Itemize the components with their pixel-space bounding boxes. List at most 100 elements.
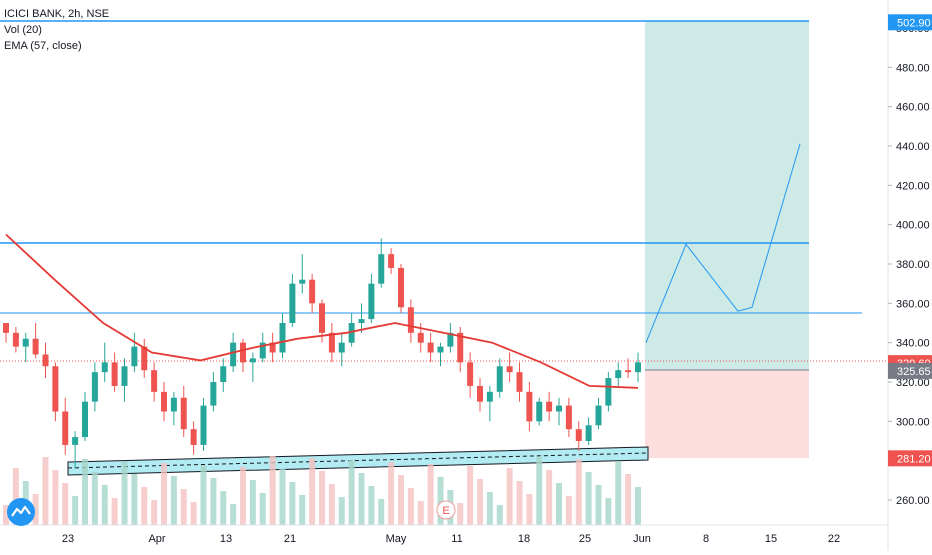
target-zone[interactable] <box>645 21 809 370</box>
ema-line[interactable] <box>5 233 639 389</box>
candle-body[interactable] <box>289 283 296 323</box>
volume-bar <box>348 460 355 525</box>
candle-body[interactable] <box>437 346 444 353</box>
candle-body[interactable] <box>299 279 306 284</box>
volume-indicator-label[interactable]: Vol (20) <box>4 24 42 36</box>
candlesticks[interactable] <box>3 238 641 469</box>
candle-body[interactable] <box>635 362 641 373</box>
candle-body[interactable] <box>161 391 167 412</box>
candle-body[interactable] <box>605 378 612 406</box>
candle-body[interactable] <box>200 405 207 445</box>
candle-body[interactable] <box>22 338 29 347</box>
volume-bar <box>457 503 464 525</box>
candle-body[interactable] <box>220 366 227 382</box>
volume-bar <box>546 470 553 525</box>
volume-bar <box>111 498 118 525</box>
candle-body[interactable] <box>259 342 266 359</box>
symbol-title[interactable]: ICICI BANK, 2h, NSE <box>4 8 110 20</box>
candle-body[interactable] <box>407 307 414 333</box>
candle-body[interactable] <box>388 254 395 268</box>
candle-body[interactable] <box>319 303 325 333</box>
candle-body[interactable] <box>131 346 138 367</box>
candle-body[interactable] <box>556 405 562 412</box>
candle-body[interactable] <box>72 437 79 445</box>
earnings-marker-icon[interactable] <box>436 500 456 520</box>
candle-body[interactable] <box>190 429 197 445</box>
candle-body[interactable] <box>477 385 483 402</box>
candle-body[interactable] <box>516 372 523 392</box>
volume-bar <box>289 482 296 525</box>
candle-body[interactable] <box>121 366 128 386</box>
candle-body[interactable] <box>240 342 246 363</box>
price-axis[interactable]: 500.00480.00460.00440.00420.00400.00380.… <box>888 23 930 507</box>
candle-body[interactable] <box>546 401 553 412</box>
price-tick-label: 460.00 <box>896 102 930 114</box>
volume-bar <box>437 477 444 525</box>
candle-body[interactable] <box>52 366 59 412</box>
price-tick-label: 480.00 <box>896 62 930 74</box>
candle-body[interactable] <box>42 354 49 367</box>
candle-body[interactable] <box>82 401 88 438</box>
candle-body[interactable] <box>467 362 474 386</box>
candle-body[interactable] <box>12 332 19 347</box>
candle-body[interactable] <box>151 370 158 392</box>
volume-bar <box>62 483 69 525</box>
candle-body[interactable] <box>447 332 454 347</box>
candle-body[interactable] <box>230 342 237 367</box>
candle-body[interactable] <box>348 323 355 343</box>
candle-body[interactable] <box>536 401 543 422</box>
candle-body[interactable] <box>496 366 503 392</box>
candle-body[interactable] <box>170 397 177 412</box>
price-badge <box>888 362 932 379</box>
candle-body[interactable] <box>141 346 148 371</box>
candle-body[interactable] <box>615 370 622 379</box>
time-axis-label: Apr <box>148 533 165 545</box>
candle-body[interactable] <box>427 342 434 353</box>
candle-body[interactable] <box>338 342 345 353</box>
time-axis[interactable]: 23 Apr 13 21 May 11 18 25 Jun 8 15 22 <box>62 533 840 545</box>
candle-body[interactable] <box>180 397 187 430</box>
candle-body[interactable] <box>62 411 69 445</box>
time-axis-label: 13 <box>220 533 232 545</box>
candle-body[interactable] <box>3 323 9 333</box>
candle-body[interactable] <box>210 382 217 406</box>
candle-body[interactable] <box>378 254 385 284</box>
candle-body[interactable] <box>368 283 375 320</box>
volume-bar <box>526 494 533 525</box>
candle-body[interactable] <box>249 358 256 363</box>
candle-body[interactable] <box>457 332 464 363</box>
volume-bar <box>3 505 9 525</box>
price-badge-label: 502.90 <box>897 17 931 29</box>
candle-body[interactable] <box>585 425 592 441</box>
stop-zone[interactable] <box>645 370 809 458</box>
candle-body[interactable] <box>486 391 493 402</box>
candle-body[interactable] <box>575 429 582 441</box>
volume-bar <box>299 495 306 525</box>
candle-body[interactable] <box>358 319 365 323</box>
candle-body[interactable] <box>565 405 572 430</box>
volume-bar <box>52 470 59 525</box>
candle-body[interactable] <box>417 332 424 343</box>
volume-bar <box>388 462 395 525</box>
candle-body[interactable] <box>398 267 404 308</box>
candle-body[interactable] <box>111 362 118 386</box>
candle-body[interactable] <box>32 338 39 355</box>
candle-body[interactable] <box>595 405 602 426</box>
candle-body[interactable] <box>91 372 98 402</box>
candle-body[interactable] <box>526 391 533 422</box>
candle-body[interactable] <box>269 342 276 353</box>
candle-body[interactable] <box>506 366 513 373</box>
volume-bar <box>72 496 79 525</box>
candle-body[interactable] <box>101 362 108 373</box>
projection-path[interactable] <box>645 143 801 343</box>
tradingview-logo-icon[interactable] <box>6 497 36 527</box>
candle-body[interactable] <box>279 323 286 353</box>
candle-body[interactable] <box>309 279 316 304</box>
price-tick-label: 400.00 <box>896 220 930 232</box>
candle-body[interactable] <box>625 370 632 373</box>
candle-body[interactable] <box>328 332 335 353</box>
time-axis-label: 8 <box>703 533 709 545</box>
ema-indicator-label[interactable]: EMA (57, close) <box>4 40 82 52</box>
